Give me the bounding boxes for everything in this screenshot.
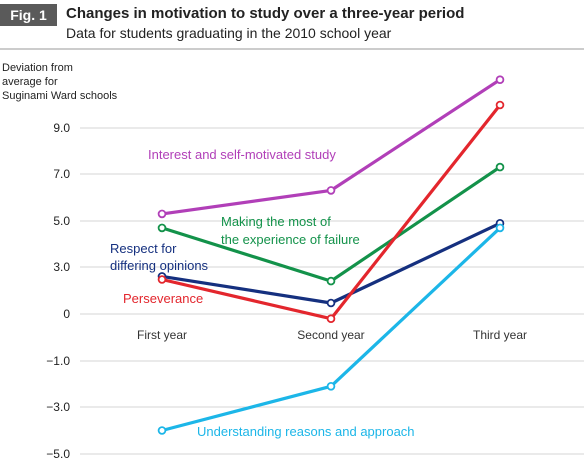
y-tick-label: −1.0 — [46, 354, 70, 368]
data-point — [157, 223, 167, 233]
series-label: Interest and self-motivated study — [148, 147, 336, 162]
y-tick-label: −5.0 — [46, 447, 70, 461]
y-tick-label: 7.0 — [53, 167, 70, 181]
x-tick-label: Third year — [473, 328, 527, 342]
data-point — [495, 162, 505, 172]
series-label: Respect for — [110, 241, 177, 256]
y-tick-label: 3.0 — [53, 260, 70, 274]
data-point — [157, 275, 167, 284]
data-point — [495, 100, 505, 110]
y-tick-label: 5.0 — [53, 214, 70, 228]
data-point — [157, 426, 167, 435]
y-axis-label-line-2: average for — [2, 76, 58, 88]
y-tick-label: −3.0 — [46, 400, 70, 414]
series-line — [160, 165, 502, 283]
gridlines — [80, 127, 584, 455]
series-label: the experience of failure — [221, 232, 360, 247]
y-axis-label-line-1: Deviation from — [2, 62, 73, 74]
y-tick-label: 9.0 — [53, 121, 70, 135]
data-point — [326, 381, 336, 391]
series-label: differing opinions — [110, 258, 209, 273]
series-labels: Interest and self-motivated study Making … — [110, 147, 415, 439]
figure-badge: Fig. 1 — [0, 4, 57, 26]
series-label: Making the most of — [221, 214, 331, 229]
data-point — [495, 75, 505, 84]
series-label: Perseverance — [123, 291, 203, 306]
x-tick-label: First year — [137, 328, 187, 342]
data-point — [157, 209, 167, 219]
data-point — [326, 276, 336, 286]
x-tick-labels: First year Second year Third year — [137, 328, 527, 342]
y-tick-labels: 9.0 7.0 5.0 3.0 0 −1.0 −3.0 −5.0 — [46, 121, 70, 461]
series-lines — [157, 75, 505, 435]
y-axis-label-line-3: Suginami Ward schools — [2, 90, 118, 102]
chart-subtitle: Data for students graduating in the 2010… — [66, 25, 392, 41]
chart-header: Fig. 1 Changes in motivation to study ov… — [0, 0, 584, 46]
data-point — [326, 298, 336, 308]
y-tick-label: 0 — [63, 307, 70, 321]
series-label: Understanding reasons and approach — [197, 424, 415, 439]
data-point — [326, 314, 336, 324]
data-point — [495, 223, 505, 233]
data-point — [326, 186, 336, 195]
chart-title: Changes in motivation to study over a th… — [66, 5, 465, 22]
x-tick-label: Second year — [297, 328, 364, 342]
series-line — [160, 103, 502, 321]
